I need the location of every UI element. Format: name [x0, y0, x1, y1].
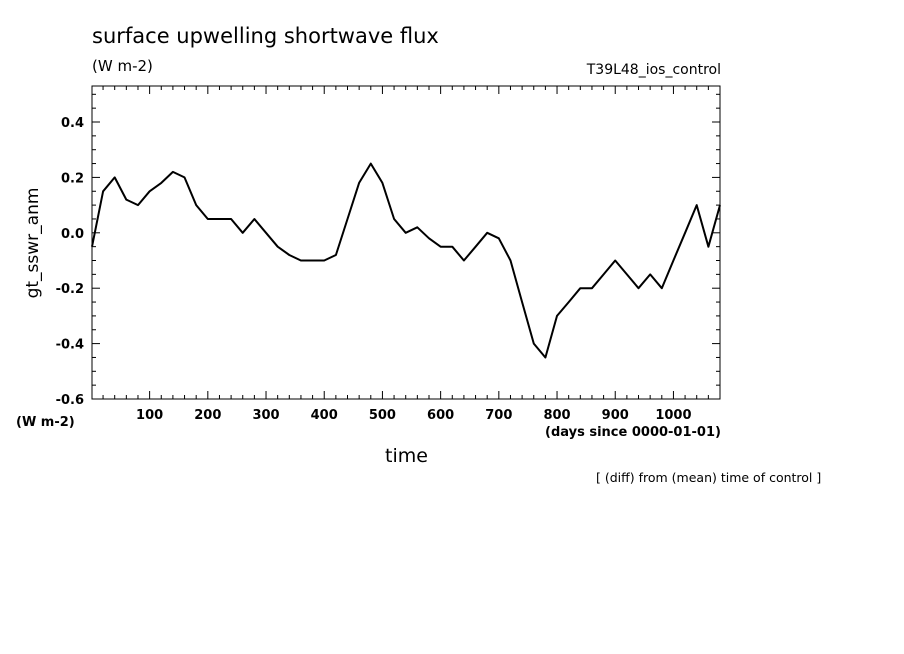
chart-title: surface upwelling shortwave flux [92, 24, 439, 48]
x-tick-label: 400 [311, 408, 338, 423]
x-tick-label: 600 [427, 408, 454, 423]
x-axis-units: (days since 0000-01-01) [545, 425, 721, 440]
y-tick-label: -0.2 [56, 282, 84, 297]
x-tick-label: 200 [194, 408, 221, 423]
chart-note: [ (diff) from (mean) time of control ] [596, 470, 822, 485]
x-tick-label: 500 [369, 408, 396, 423]
y-tick-label: 0.2 [61, 171, 84, 186]
x-tick-label: 100 [136, 408, 163, 423]
chart-units-label: (W m-2) [92, 57, 153, 75]
plot-frame [91, 85, 721, 400]
x-tick-label: 300 [252, 408, 279, 423]
run-label: T39L48_ios_control [586, 62, 721, 78]
y-tick-label: -0.4 [56, 338, 84, 353]
x-tick-label: 800 [543, 408, 570, 423]
series-line-0 [91, 162, 721, 359]
x-tick-label: 700 [485, 408, 512, 423]
y-tick-label: 0.0 [61, 227, 84, 242]
x-tick-label: 900 [602, 408, 629, 423]
y-axis-units: (W m-2) [16, 415, 75, 430]
x-axis-label: time [385, 445, 428, 467]
x-tick-label: 1000 [655, 408, 691, 423]
y-tick-label: 0.4 [61, 116, 84, 131]
y-tick-label: -0.6 [56, 393, 84, 408]
